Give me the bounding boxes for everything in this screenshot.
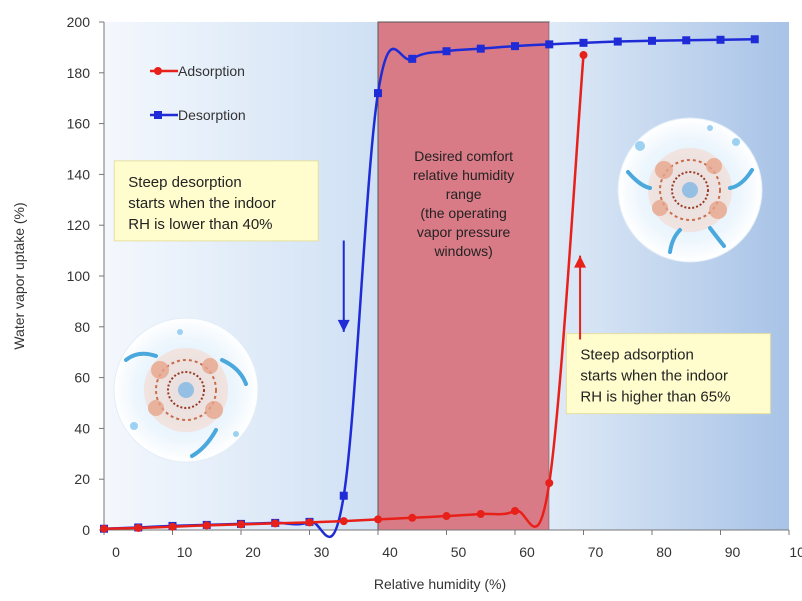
- adsorption-point: [408, 513, 417, 522]
- annotations: Steep desorption starts when the indoor RH…: [113, 160, 771, 415]
- x-axis-title: Relative humidity (%): [374, 576, 506, 592]
- shaded-region-2: [549, 22, 789, 530]
- legend: Adsorption Desorption: [150, 63, 246, 123]
- y-tick-label: 180: [67, 65, 91, 81]
- trend-arrow-head-1: [574, 255, 587, 268]
- desorption-point: [442, 47, 451, 56]
- desorption-point: [682, 36, 691, 45]
- x-tick-label: 10: [177, 544, 193, 560]
- series-layer: [100, 35, 759, 538]
- adsorption-point: [374, 515, 382, 524]
- adsorption-point: [579, 51, 588, 60]
- desorption-point: [476, 44, 485, 53]
- adsorption-point: [202, 521, 211, 530]
- x-tick-label: 70: [588, 544, 604, 560]
- shaded-region-0: [104, 22, 378, 530]
- x-tick-label: 30: [314, 544, 330, 560]
- annotation-text-1: Steep adsorption starts when the indoor RH…: [580, 347, 730, 406]
- desorption-point: [750, 35, 759, 44]
- x-tick-label: 40: [382, 544, 398, 560]
- mof-particle-illustration-left: [113, 317, 259, 463]
- desorption-point: [613, 37, 622, 46]
- desorption-point: [716, 35, 725, 44]
- adsorption-point: [442, 512, 451, 521]
- adsorption-point: [305, 518, 314, 527]
- x-tick-label: 60: [519, 544, 535, 560]
- y-tick-label: 0: [82, 522, 90, 538]
- x-tick-label: 50: [451, 544, 467, 560]
- mof-particle-illustration-right: [617, 117, 763, 263]
- desorption-point: [408, 54, 417, 63]
- y-axis-title: Water vapor uptake (%): [11, 202, 27, 349]
- x-tick-label: 20: [245, 544, 261, 560]
- x-tick-label: 80: [656, 544, 672, 560]
- y-tick-label: 80: [74, 319, 90, 335]
- y-tick-label: 140: [67, 166, 91, 182]
- adsorption-point: [168, 522, 177, 531]
- desorption-point: [648, 36, 656, 45]
- legend-desorption-marker: [154, 111, 162, 119]
- annotation-box-1: [565, 333, 771, 415]
- humidity-regions: Desired comfort relative humidity range (th…: [104, 21, 789, 531]
- y-tick-label: 200: [67, 14, 91, 30]
- adsorption-point: [545, 479, 554, 488]
- axes: 0 10 20 30 40 50 60 70 80 90 100 0 20 40 60 80 100 120 140…: [11, 14, 802, 592]
- legend-desorption-label: Desorption: [178, 107, 246, 123]
- y-tick-label: 160: [67, 116, 91, 132]
- y-tick-label: 120: [67, 217, 91, 233]
- adsorption-point: [237, 520, 245, 529]
- annotation-text-0: Steep desorption starts when the indoor RH…: [128, 174, 276, 233]
- comfort-range-label: Desired comfort relative humidity range (th…: [413, 148, 514, 259]
- shaded-region-1: [377, 21, 550, 531]
- adsorption-point: [100, 524, 108, 533]
- x-tick-label: 100: [789, 544, 802, 560]
- annotation-box-0: [113, 160, 319, 242]
- adsorption-point: [271, 519, 280, 528]
- x-tick-label: 90: [725, 544, 741, 560]
- desorption-point: [579, 38, 588, 47]
- y-tick-label: 100: [67, 268, 91, 284]
- desorption-point: [545, 40, 554, 49]
- adsorption-point: [511, 506, 519, 515]
- adsorption-point: [476, 509, 485, 518]
- adsorption-point: [339, 517, 348, 526]
- legend-adsorption-marker: [154, 67, 162, 75]
- y-tick-label: 40: [74, 420, 90, 436]
- desorption-point: [374, 89, 382, 98]
- x-tick-label: 0: [112, 544, 120, 560]
- desorption-point: [511, 42, 519, 51]
- adsorption-point: [134, 523, 143, 532]
- y-tick-label: 20: [74, 471, 90, 487]
- y-tick-label: 60: [74, 370, 90, 386]
- trend-arrow-head-0: [337, 319, 350, 332]
- desorption-point: [339, 491, 348, 500]
- legend-adsorption-label: Adsorption: [178, 63, 245, 79]
